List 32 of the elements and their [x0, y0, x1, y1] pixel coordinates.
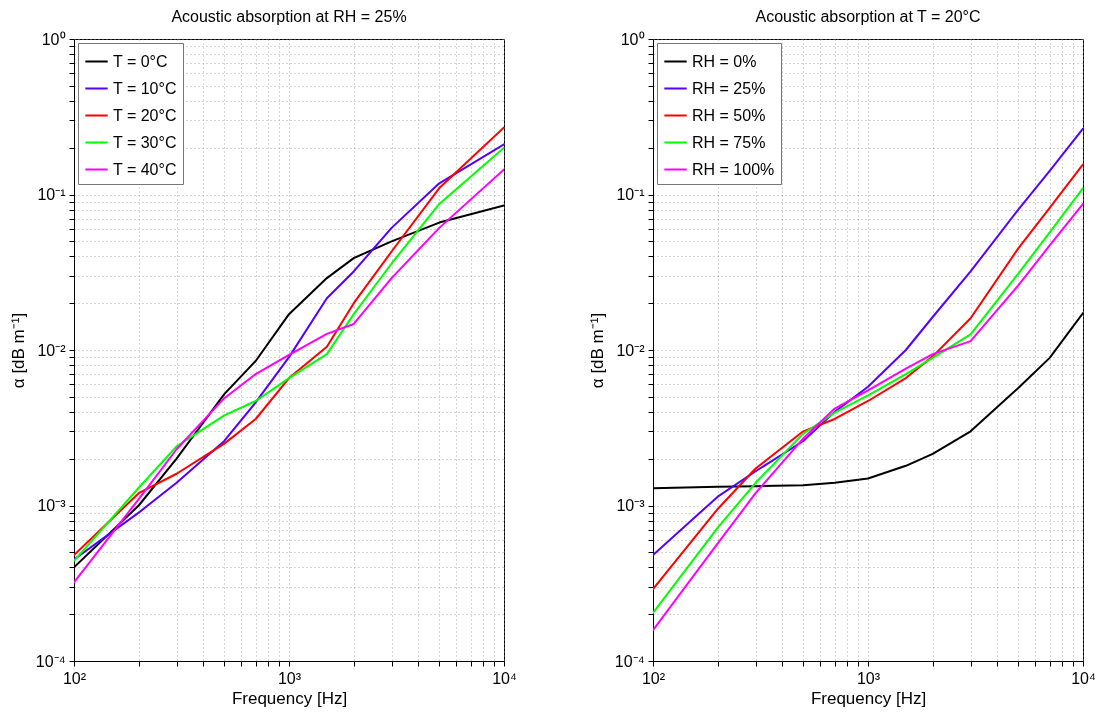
x-tick-label: 10³	[277, 669, 302, 687]
legend-label: RH = 0%	[692, 52, 757, 70]
legend-label: RH = 100%	[692, 160, 775, 178]
x-axis-title: Frequency [Hz]	[810, 688, 927, 708]
y-tick-label: 10⁰	[41, 30, 66, 48]
x-tick-label: 10⁴	[492, 669, 517, 687]
legend-label: T = 30°C	[113, 133, 177, 151]
x-tick-label: 10²	[62, 669, 87, 687]
y-tick-label: 10⁻⁴	[614, 652, 645, 670]
y-axis-title: α [dB m⁻¹]	[8, 312, 28, 389]
y-tick-label: 10⁻⁴	[35, 652, 66, 670]
legend-label: RH = 25%	[692, 79, 766, 97]
legend-label: T = 20°C	[113, 106, 177, 124]
chart-title: Acoustic absorption at T = 20°C	[755, 8, 981, 25]
y-tick-label: 10⁻¹	[616, 186, 645, 203]
x-tick-label: 10²	[641, 669, 666, 687]
legend-label: RH = 75%	[692, 133, 766, 151]
y-tick-label: 10⁻¹	[37, 186, 66, 203]
x-axis-title: Frequency [Hz]	[231, 688, 348, 708]
y-tick-label: 10⁰	[620, 30, 645, 48]
x-tick-label: 10³	[856, 669, 881, 687]
legend-label: T = 10°C	[113, 79, 177, 97]
chart-title: Acoustic absorption at RH = 25%	[171, 8, 407, 25]
y-tick-label: 10⁻³	[37, 497, 67, 514]
x-tick-label: 10⁴	[1071, 669, 1096, 687]
y-tick-label: 10⁻²	[37, 341, 67, 359]
legend-label: T = 0°C	[113, 52, 168, 70]
y-axis-title: α [dB m⁻¹]	[587, 312, 607, 389]
y-tick-label: 10⁻³	[616, 497, 646, 514]
legend-label: T = 40°C	[113, 160, 177, 178]
legend-label: RH = 50%	[692, 106, 766, 124]
y-tick-label: 10⁻²	[616, 341, 646, 359]
